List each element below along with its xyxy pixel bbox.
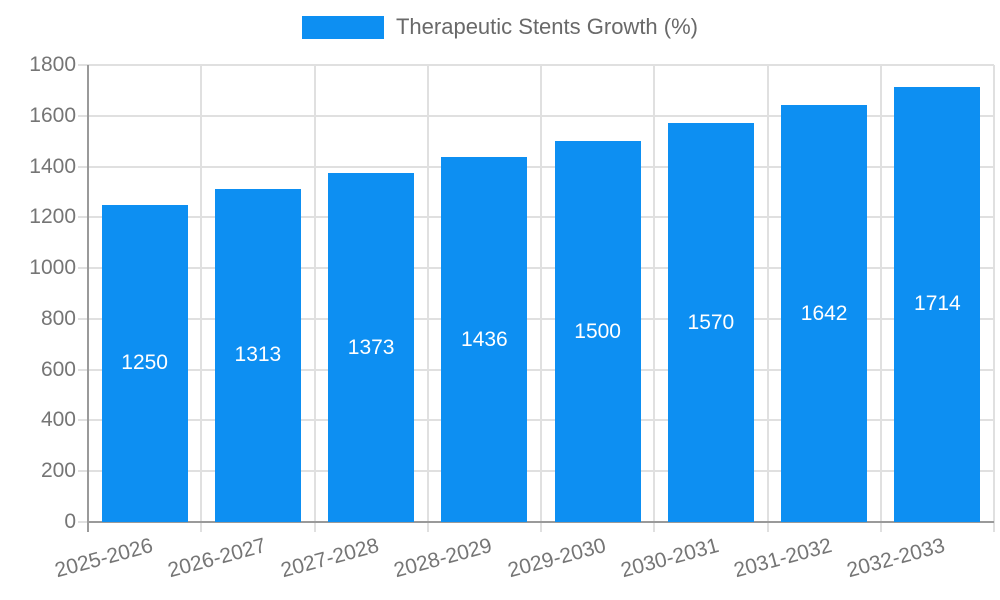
y-tick-mark (78, 216, 88, 219)
bar (101, 204, 188, 522)
bar-value-label: 1436 (461, 327, 508, 351)
y-axis-tick-label: 1200 (29, 205, 76, 229)
bar (214, 188, 301, 522)
y-tick-mark (78, 419, 88, 422)
y-axis-tick-label: 600 (40, 357, 76, 381)
y-tick-mark (78, 470, 88, 473)
y-axis-tick-label: 200 (40, 459, 76, 483)
gridline-vertical (653, 65, 656, 532)
bar (554, 141, 641, 522)
legend-swatch (301, 15, 384, 39)
x-axis-line (88, 521, 994, 523)
y-tick-mark (78, 521, 88, 523)
y-tick-mark (78, 267, 88, 270)
y-axis-tick-label: 1600 (29, 103, 76, 127)
x-axis-tick-label: 2026-2027 (165, 534, 269, 583)
x-axis-tick-label: 2025-2026 (52, 534, 156, 583)
y-tick-mark (78, 165, 88, 168)
x-axis-tick-label: 2029-2030 (505, 534, 609, 583)
bar-value-label: 1313 (234, 343, 282, 367)
y-axis-tick-label: 1800 (29, 53, 76, 76)
bar-value-label: 1714 (914, 292, 961, 316)
x-axis-tick-label: 2030-2031 (618, 534, 722, 583)
bar-value-label: 1642 (800, 301, 848, 325)
y-axis-line (87, 65, 89, 532)
y-axis-tick-label: 400 (40, 408, 76, 432)
bar (894, 86, 981, 522)
y-tick-mark (78, 114, 88, 117)
bar-value-label: 1500 (574, 319, 621, 343)
legend-label: Therapeutic Stents Growth (%) (395, 14, 698, 39)
x-axis-tick-label: 2032-2033 (844, 534, 948, 583)
x-axis-tick-label: 2031-2032 (731, 534, 835, 583)
bar-value-label: 1373 (347, 335, 395, 359)
y-tick-mark (78, 64, 88, 66)
gridline-vertical (879, 65, 882, 532)
x-axis-tick-label: 2027-2028 (278, 534, 382, 583)
y-tick-mark (78, 317, 88, 320)
bar (667, 123, 754, 522)
bar (441, 157, 528, 522)
y-tick-mark (78, 368, 88, 371)
gridline-vertical (426, 65, 429, 532)
gridline-vertical (313, 65, 316, 532)
y-axis-tick-label: 0 (64, 510, 76, 533)
y-axis-tick-label: 800 (40, 306, 76, 330)
y-axis-tick-label: 1000 (29, 256, 76, 280)
gridline-vertical (200, 65, 203, 532)
bar (328, 173, 415, 522)
y-axis-tick-label: 1400 (29, 154, 76, 178)
bar-value-label: 1570 (687, 310, 735, 334)
bar-value-label: 1250 (121, 351, 168, 375)
chart-legend: Therapeutic Stents Growth (%) (0, 14, 1000, 40)
gridline-vertical (993, 65, 995, 532)
gridline-vertical (766, 65, 769, 532)
bar (781, 105, 868, 522)
gridline-vertical (540, 65, 542, 532)
x-axis-tick-label: 2028-2029 (391, 534, 495, 583)
